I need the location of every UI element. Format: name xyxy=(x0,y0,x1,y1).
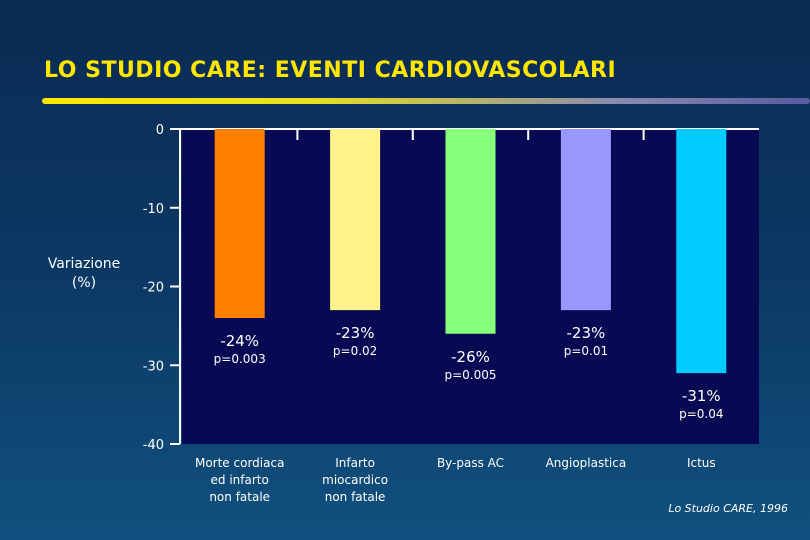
p-value-label: p=0.04 xyxy=(679,407,723,421)
y-axis-label-line-1: Variazione xyxy=(47,256,121,272)
bar-value-label: -24% xyxy=(220,332,259,350)
bars xyxy=(214,129,727,374)
y-tick-label: 0 xyxy=(156,123,164,138)
y-tick-label: -10 xyxy=(143,202,164,217)
category-label: Ictus xyxy=(687,456,716,470)
bar-value-label: -26% xyxy=(451,348,490,366)
bar-labels: -24% p=0.003 Morte cordiaca ed infarto non f… xyxy=(195,324,724,504)
bar-value-label: -31% xyxy=(682,387,721,405)
category-label: Angioplastica xyxy=(546,456,627,470)
y-tick-label: -40 xyxy=(143,438,164,453)
bar-value-label: -23% xyxy=(336,324,375,342)
bar xyxy=(445,129,496,334)
category-label: Infarto miocardico non fatale xyxy=(322,456,388,504)
bar-value-label: -23% xyxy=(567,324,606,342)
bar xyxy=(214,129,265,318)
bar xyxy=(560,129,611,311)
category-label: By-pass AC xyxy=(437,456,504,470)
p-value-label: p=0.02 xyxy=(333,344,377,358)
bar xyxy=(676,129,727,374)
y-tick-label: -30 xyxy=(143,359,164,374)
y-tick-label: -20 xyxy=(143,281,164,296)
p-value-label: p=0.005 xyxy=(444,368,496,382)
p-value-label: p=0.003 xyxy=(214,352,266,366)
title-underline xyxy=(42,98,810,104)
source-note: Lo Studio CARE, 1996 xyxy=(668,502,788,515)
p-value-label: p=0.01 xyxy=(564,344,608,358)
category-label: Morte cordiaca ed infarto non fatale xyxy=(195,456,284,504)
y-axis-label: Variazione (%) xyxy=(38,255,130,293)
y-axis-label-line-2: (%) xyxy=(71,275,97,291)
bar xyxy=(330,129,381,311)
slide-title: LO STUDIO CARE: EVENTI CARDIOVASCOLARI xyxy=(44,58,617,83)
